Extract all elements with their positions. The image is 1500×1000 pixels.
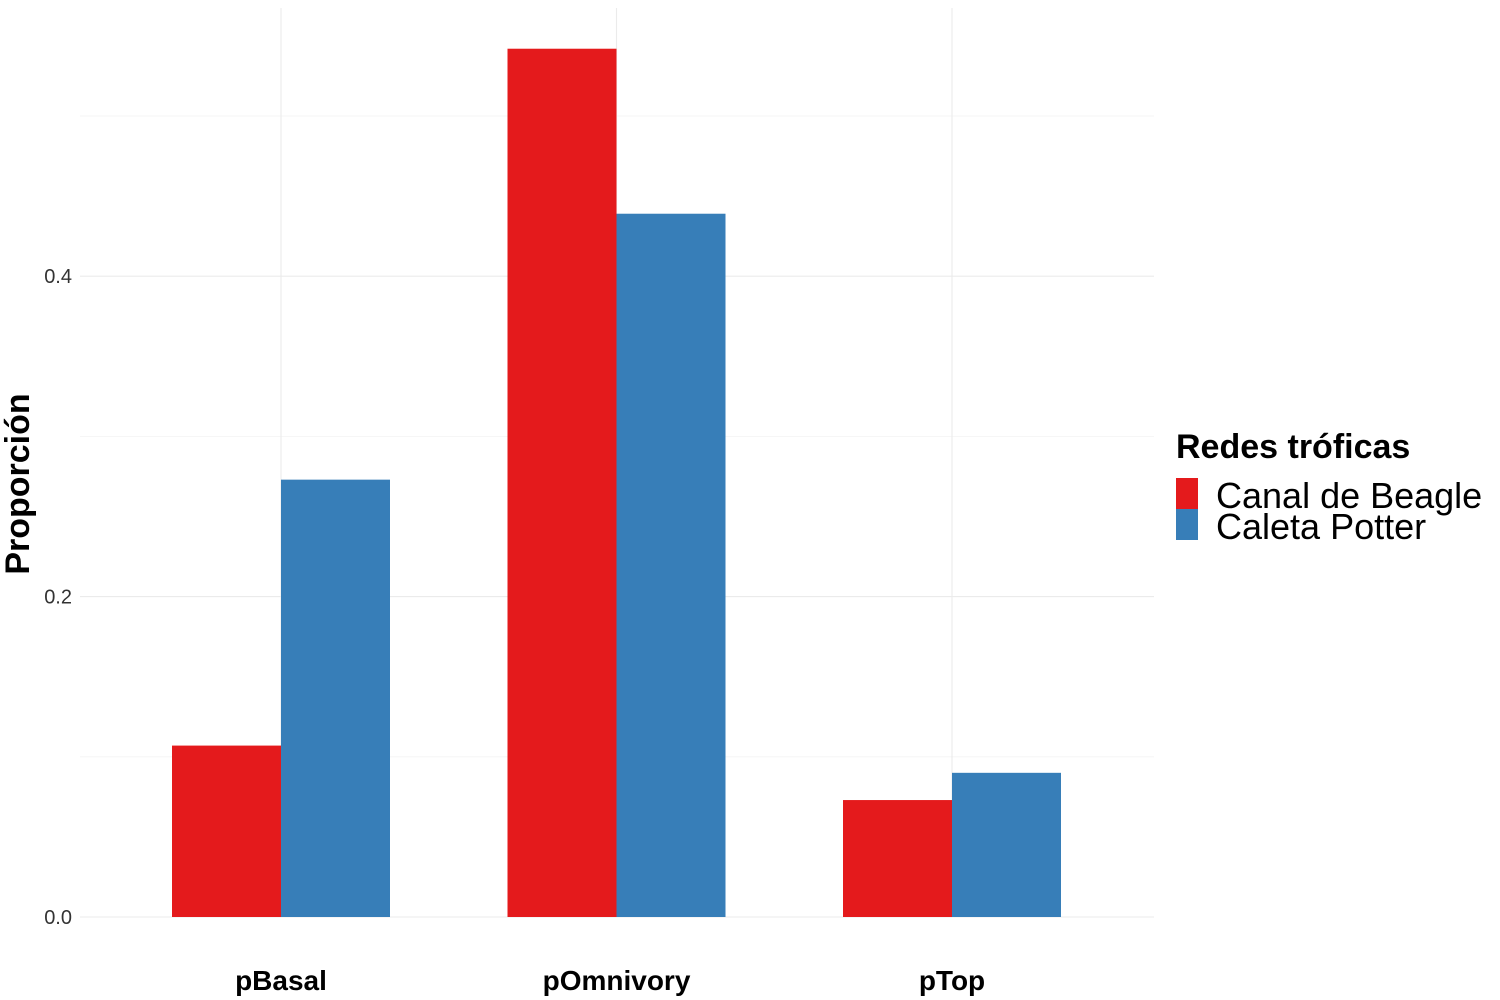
y-axis-label: Proporción	[0, 393, 37, 574]
bar-caleta-potter-pomnivory	[616, 213, 726, 918]
legend-key	[1176, 478, 1198, 509]
bar-canal-de-beagle-pbasal	[172, 745, 281, 917]
bar-canal-de-beagle-pomnivory	[507, 48, 617, 917]
x-axis-ticks: pBasal pOmnivory pTop	[235, 965, 985, 996]
legend-key	[1176, 509, 1198, 540]
bar-caleta-potter-ptop	[952, 772, 1061, 917]
x-tick-label: pBasal	[235, 965, 327, 996]
y-tick-label: 0.4	[44, 266, 72, 288]
bar-canal-de-beagle-ptop	[843, 800, 952, 917]
y-tick-label: 0.0	[44, 907, 72, 929]
x-tick-label: pTop	[919, 965, 985, 996]
legend-label: Canal de Beagle	[1216, 475, 1482, 516]
legend-title: Redes tróficas	[1176, 428, 1410, 466]
y-tick-label: 0.2	[44, 587, 72, 609]
x-tick-label: pOmnivory	[543, 965, 691, 996]
legend-label: Caleta Potter	[1216, 506, 1426, 547]
bars	[172, 48, 1061, 918]
y-axis-ticks: 0.0 0.2 0.4	[44, 266, 72, 929]
bar-caleta-potter-pbasal	[281, 479, 390, 917]
